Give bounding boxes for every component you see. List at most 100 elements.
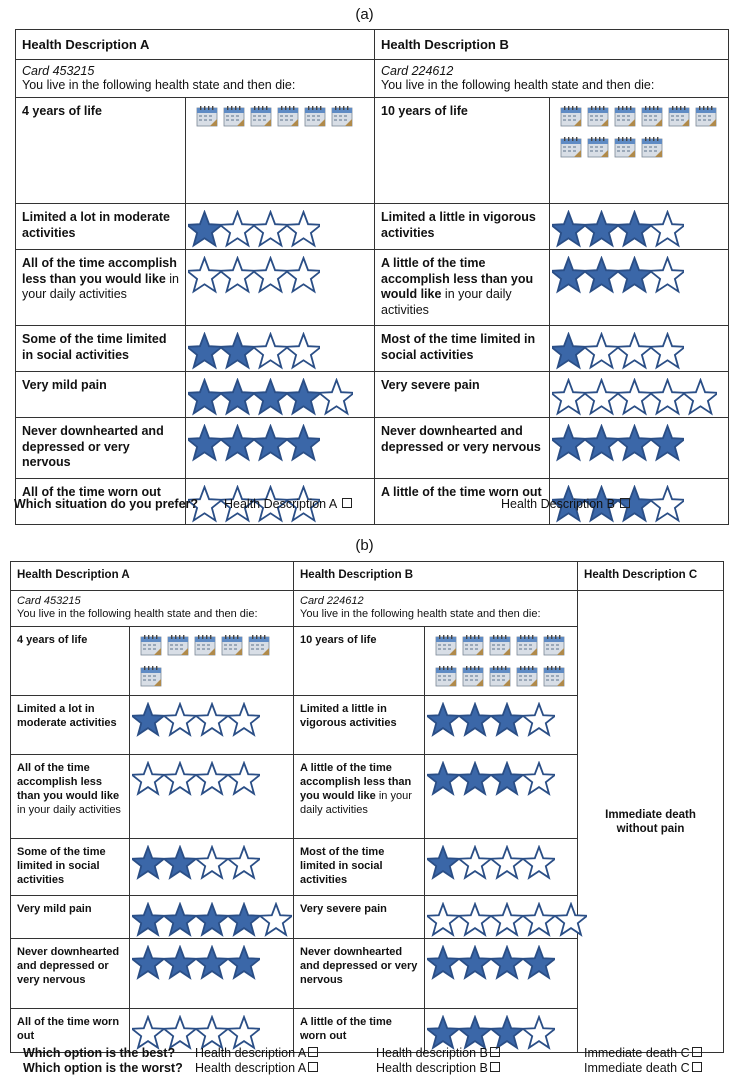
filled-star-icon [552, 485, 585, 523]
star-rating [129, 754, 294, 839]
empty-star-icon [228, 1015, 260, 1050]
attribute-label: Never downhearted and depressed or very … [15, 417, 186, 479]
filled-star-icon [651, 424, 684, 462]
attribute-bold-text: All of the time accomplish less than you… [17, 762, 120, 802]
worst-question-row: Which option is the worst? [23, 1061, 183, 1075]
best-option-b[interactable]: Health description B [376, 1046, 500, 1060]
attribute-bold-text: A little of the time worn out [381, 485, 542, 499]
filled-star-icon [188, 424, 221, 462]
filled-star-icon [585, 210, 618, 248]
calendar-icon [138, 664, 164, 693]
empty-star-icon [260, 902, 292, 937]
panel-b-caption: (b) [355, 537, 374, 554]
attribute-regular-text: in your daily activities [22, 271, 179, 302]
attribute-bold-text: Never downhearted and depressed or very … [17, 946, 120, 986]
worst-option-a[interactable]: Health description A [195, 1061, 319, 1075]
checkbox[interactable] [620, 498, 631, 508]
attribute-label: Limited a lot in moderate activities [10, 695, 130, 755]
calendar-icon [275, 104, 301, 133]
empty-star-icon [491, 902, 523, 937]
star-rating [129, 695, 294, 755]
attribute-label: Limited a lot in moderate activities [15, 203, 186, 250]
filled-star-icon [164, 845, 196, 880]
filled-star-icon [585, 485, 618, 523]
filled-star-icon [491, 702, 523, 737]
filled-star-icon [618, 256, 651, 294]
checkbox[interactable] [342, 498, 353, 508]
option-b-label: Health description B [376, 1046, 488, 1060]
calendar-icon [666, 104, 692, 133]
years-of-life-b: 10 years of life [381, 104, 468, 118]
attribute-bold-text: Very severe pain [381, 378, 480, 392]
worst-option-b[interactable]: Health description B [376, 1061, 500, 1075]
attribute-label: Never downhearted and depressed or very … [293, 938, 425, 1009]
calendar-icon [487, 664, 513, 693]
calendar-icons-b [548, 97, 729, 204]
attribute-bold-text: All of the time worn out [22, 485, 161, 499]
empty-star-icon [651, 485, 684, 523]
empty-star-icon [585, 332, 618, 370]
empty-star-icon [287, 485, 320, 523]
attribute-bold-text: Never downhearted and depressed or very … [300, 946, 418, 986]
best-option-a[interactable]: Health description A [195, 1046, 319, 1060]
checkbox[interactable] [308, 1062, 319, 1072]
attribute-label: A little of the time accomplish less tha… [293, 754, 425, 839]
filled-star-icon [196, 902, 228, 937]
empty-star-icon [164, 702, 196, 737]
checkbox[interactable] [489, 1047, 500, 1057]
empty-star-icon [523, 902, 555, 937]
attribute-label: All of the time accomplish less than you… [10, 754, 130, 839]
attribute-label: Never downhearted and depressed or very … [374, 417, 550, 479]
option-b-choice[interactable]: Health Description B [501, 497, 631, 511]
filled-star-icon [254, 424, 287, 462]
attribute-label: A little of the time worn out [293, 1008, 425, 1053]
card-intro: You live in the following health state a… [17, 608, 258, 620]
card-number: Card 453215 [22, 64, 95, 78]
empty-star-icon [188, 256, 221, 294]
attribute-label: Most of the time limited in social activ… [293, 838, 425, 896]
checkbox[interactable] [691, 1062, 702, 1072]
attribute-label: Some of the time limited in social activ… [10, 838, 130, 896]
star-rating [548, 417, 729, 479]
empty-star-icon [132, 761, 164, 796]
star-rating [423, 695, 579, 755]
calendar-icon [194, 104, 220, 133]
checkbox[interactable] [691, 1047, 702, 1057]
option-a-choice[interactable]: Health Description A [224, 497, 353, 511]
empty-star-icon [555, 902, 587, 937]
star-rating [129, 838, 294, 896]
option-a-label: Health Description A [224, 497, 337, 511]
option-b-label: Health Description B [501, 497, 615, 511]
panel-b-table: Health Description A Health Description … [10, 561, 725, 1053]
empty-star-icon [221, 256, 254, 294]
empty-star-icon [651, 210, 684, 248]
best-option-c[interactable]: Immediate death C [584, 1046, 702, 1060]
star-rating [423, 895, 587, 939]
filled-star-icon [287, 378, 320, 416]
checkbox[interactable] [308, 1047, 319, 1057]
filled-star-icon [188, 210, 221, 248]
attribute-label: Most of the time limited in social activ… [374, 325, 550, 372]
filled-star-icon [287, 424, 320, 462]
option-c-label: Immediate death C [584, 1061, 690, 1075]
calendar-icon [639, 104, 665, 133]
header-description-c: Health Description C [577, 561, 725, 591]
worst-option-c[interactable]: Immediate death C [584, 1061, 702, 1075]
attribute-bold-text: Never downhearted and depressed or very … [22, 424, 164, 469]
card-info-a: Card 453215 You live in the following hea… [15, 59, 375, 98]
empty-star-icon [427, 902, 459, 937]
years-of-life-a: 4 years of life [22, 104, 102, 118]
calendar-icon [693, 104, 719, 133]
card-info-a: Card 453215 You live in the following hea… [10, 590, 294, 627]
empty-star-icon [651, 332, 684, 370]
calendar-icons-a [129, 626, 294, 696]
calendar-icon [138, 633, 164, 662]
filled-star-icon [552, 332, 585, 370]
attribute-bold-text: Limited a lot in moderate activities [17, 703, 117, 729]
calendar-icon [192, 633, 218, 662]
filled-star-icon [491, 761, 523, 796]
checkbox[interactable] [489, 1062, 500, 1072]
star-rating [423, 1008, 579, 1053]
card-info-b: Card 224612 You live in the following hea… [292, 590, 579, 627]
empty-star-icon [585, 378, 618, 416]
